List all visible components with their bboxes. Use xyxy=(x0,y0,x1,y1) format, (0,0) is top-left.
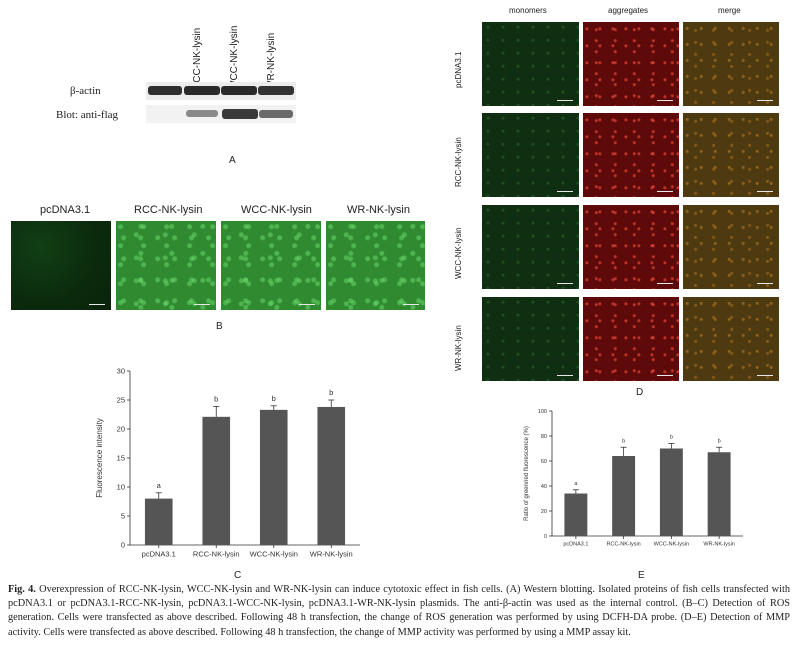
micrograph xyxy=(482,22,579,106)
caption-text: Overexpression of RCC-NK-lysin, WCC-NK-l… xyxy=(8,584,790,638)
micrograph xyxy=(583,297,679,381)
y-tick-label: 80 xyxy=(541,434,547,440)
y-tick-label: 0 xyxy=(544,534,547,540)
x-tick-label: WR-NK-lysin xyxy=(703,542,734,548)
y-axis-label: Fluorescence intensity xyxy=(95,418,104,498)
y-tick-label: 20 xyxy=(117,425,125,434)
band xyxy=(258,86,294,95)
micrograph xyxy=(583,205,679,289)
y-tick-label: 5 xyxy=(121,512,125,521)
bar xyxy=(202,416,231,545)
row-label-flag: Blot: anti-flag xyxy=(56,109,119,121)
band xyxy=(259,110,293,118)
row-label-actin: β-actin xyxy=(70,85,101,97)
significance-label: b xyxy=(670,435,673,441)
significance-label: a xyxy=(574,481,578,487)
bar xyxy=(144,498,173,545)
x-tick-label: WCC-NK-lysin xyxy=(250,550,298,559)
panel-label-c: C xyxy=(234,570,242,581)
significance-label: b xyxy=(272,394,276,403)
blot-actin xyxy=(146,82,296,100)
significance-label: b xyxy=(718,438,721,444)
lane-label: WCC-NK-lysin xyxy=(229,25,240,90)
row-title: WR-NK-lysin xyxy=(454,325,463,371)
column-title: merge xyxy=(718,6,741,15)
panel-label-b: B xyxy=(216,321,223,332)
band xyxy=(222,109,258,119)
bar xyxy=(259,409,288,545)
image-title: RCC-NK-lysin xyxy=(134,204,203,216)
micrograph xyxy=(583,22,679,106)
panel-label-a: A xyxy=(229,155,236,166)
y-tick-label: 30 xyxy=(117,367,125,376)
lane-label: RCC-NK-lysin xyxy=(192,27,203,90)
micrograph xyxy=(683,113,779,197)
x-tick-label: RCC-NK-lysin xyxy=(193,550,240,559)
micrograph xyxy=(683,22,779,106)
y-tick-label: 25 xyxy=(117,396,125,405)
caption-fig-label: Fig. 4. xyxy=(8,584,36,595)
y-tick-label: 0 xyxy=(121,541,125,550)
micrograph xyxy=(11,221,111,310)
significance-label: b xyxy=(214,394,218,403)
x-tick-label: WR-NK-lysin xyxy=(310,550,353,559)
row-title: RCC-NK-lysin xyxy=(454,137,463,187)
band xyxy=(221,86,257,95)
bar xyxy=(707,452,731,536)
x-tick-label: pcDNA3.1 xyxy=(142,550,176,559)
bar xyxy=(564,493,588,536)
image-title: pcDNA3.1 xyxy=(40,204,91,216)
micrograph xyxy=(116,221,216,310)
band xyxy=(148,86,182,95)
y-tick-label: 20 xyxy=(541,509,547,515)
x-tick-label: pcDNA3.1 xyxy=(563,542,588,548)
micrograph xyxy=(482,297,579,381)
column-title: monomers xyxy=(509,6,547,15)
significance-label: a xyxy=(157,481,162,490)
chart-e: 0 20 40 60 80 100 Ratio of green/red fluoresce… xyxy=(524,409,743,548)
row-title: WCC-NK-lysin xyxy=(454,227,463,279)
panel-label-d: D xyxy=(636,387,644,398)
column-title: aggregates xyxy=(608,6,649,15)
significance-label: b xyxy=(622,438,625,444)
image-title: WCC-NK-lysin xyxy=(241,204,312,216)
bar xyxy=(317,406,346,545)
micrograph xyxy=(221,221,321,310)
panel-label-e: E xyxy=(638,570,645,581)
chart-c: 0 5 10 15 20 25 30 Fluorescence intensity a pcDNA… xyxy=(95,367,360,559)
micrograph xyxy=(683,297,779,381)
figure-caption: Fig. 4. Overexpression of RCC-NK-lysin, … xyxy=(8,583,790,640)
micrograph xyxy=(326,221,425,310)
micrograph xyxy=(482,113,579,197)
band xyxy=(184,86,220,95)
micrograph xyxy=(683,205,779,289)
y-tick-label: 15 xyxy=(117,454,125,463)
micrograph xyxy=(482,205,579,289)
x-tick-label: WCC-NK-lysin xyxy=(654,542,689,548)
image-title: WR-NK-lysin xyxy=(347,204,410,216)
x-tick-label: RCC-NK-lysin xyxy=(607,542,641,548)
y-tick-label: 40 xyxy=(541,484,547,490)
band xyxy=(186,110,218,117)
significance-label: b xyxy=(329,388,333,397)
bar xyxy=(612,456,636,536)
y-axis-label: Ratio of green/red fluorescence (%) xyxy=(524,426,530,521)
row-title: pcDNA3.1 xyxy=(454,51,463,88)
y-tick-label: 60 xyxy=(541,459,547,465)
bar xyxy=(659,448,683,536)
micrograph xyxy=(583,113,679,197)
blot-flag xyxy=(146,105,296,123)
y-tick-label: 100 xyxy=(538,409,547,415)
y-tick-label: 10 xyxy=(117,483,125,492)
